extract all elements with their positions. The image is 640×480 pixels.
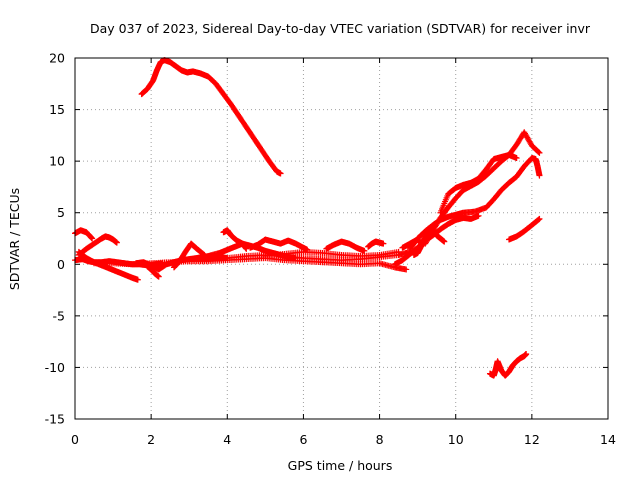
x-tick-label: 0 (71, 432, 79, 447)
x-tick-label: 4 (223, 432, 231, 447)
series-arc-19 (262, 248, 402, 260)
tick-labels: 0 2 4 6 8 10 12 14 -15 -10 -5 0 5 10 15 20 (45, 51, 616, 448)
x-tick-label: 14 (600, 432, 616, 447)
grid-lines (75, 58, 608, 419)
y-tick-label: -10 (45, 360, 65, 375)
x-axis-label: GPS time / hours (288, 458, 393, 473)
data-point (536, 172, 543, 179)
series-arc-4 (437, 151, 520, 216)
plot-frame (74, 57, 609, 420)
data-point (536, 215, 543, 222)
y-tick-label: 0 (57, 257, 65, 272)
x-tick-label: 2 (147, 432, 155, 447)
y-tick-label: -5 (53, 308, 65, 323)
x-tick-label: 12 (524, 432, 540, 447)
x-tick-label: 6 (299, 432, 307, 447)
series-arc-18 (186, 255, 410, 273)
data-point (513, 155, 520, 162)
data-point (277, 170, 284, 177)
series-arc-20 (323, 238, 368, 254)
data-point (380, 240, 387, 247)
series-arc-3 (422, 129, 543, 247)
series-arc-10 (75, 233, 120, 259)
y-tick-label: -15 (45, 412, 65, 427)
series-arc-1 (138, 57, 284, 177)
data-point (535, 149, 542, 156)
y-tick-label: 10 (49, 154, 65, 169)
data-point (113, 239, 120, 246)
y-tick-label: 20 (49, 51, 65, 66)
data-point (361, 247, 368, 254)
series-arc-22 (391, 212, 482, 268)
data-points (72, 57, 543, 379)
data-point (155, 273, 162, 280)
x-tick-label: 8 (376, 432, 384, 447)
x-tick-label: 10 (448, 432, 464, 447)
data-point (441, 238, 448, 245)
series-arc-12 (144, 263, 162, 280)
series-arc-8 (72, 227, 96, 242)
series-arc-21 (365, 238, 387, 250)
y-tick-label: 5 (57, 205, 65, 220)
data-point (89, 235, 96, 242)
series-arc-2 (407, 155, 543, 252)
data-point (134, 276, 141, 283)
data-point (536, 149, 543, 156)
data-point (429, 229, 436, 236)
y-axis-label: SDTVAR / TECUs (7, 188, 22, 290)
data-point (243, 245, 250, 252)
series-arc-15 (220, 227, 250, 252)
series-arc-24 (410, 229, 436, 259)
data-point (403, 266, 410, 273)
series-arc-5 (506, 215, 543, 243)
y-tick-label: 15 (49, 102, 65, 117)
data-point (395, 248, 402, 255)
chart-title: Day 037 of 2023, Sidereal Day-to-day VTE… (90, 21, 591, 36)
data-point (523, 351, 530, 358)
data-point (535, 216, 542, 223)
series-arc-6 (486, 351, 530, 379)
data-point (475, 212, 482, 219)
series-arc-16 (247, 236, 311, 253)
